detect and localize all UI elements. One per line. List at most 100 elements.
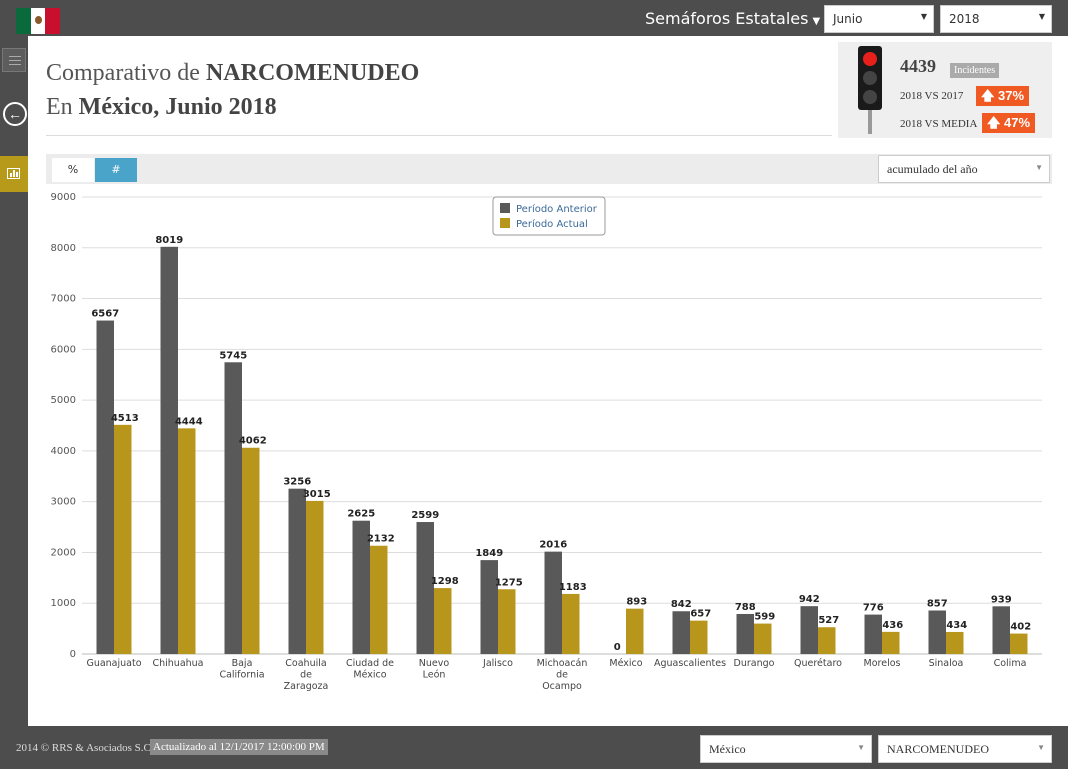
data-label: 434 <box>946 620 967 631</box>
legend-swatch <box>500 218 510 228</box>
data-label: 599 <box>754 612 775 623</box>
y-tick-label: 6000 <box>51 344 76 355</box>
x-tick-label: Ciudad de <box>346 658 394 669</box>
crime-value: NARCOMENUDEO <box>887 742 989 756</box>
bar <box>562 593 580 654</box>
data-label: 8019 <box>155 235 183 246</box>
legend-label: Período Actual <box>516 218 588 230</box>
top-bar: Semáforos Estatales ▼ Junio ▼ 2018 ▼ <box>0 0 1068 36</box>
y-tick-label: 2000 <box>51 547 76 558</box>
chevron-down-icon: ▼ <box>1038 12 1045 21</box>
chevron-down-icon: ▼ <box>920 12 927 21</box>
hamburger-menu-icon[interactable] <box>2 48 26 72</box>
incident-badge: Incidentes <box>950 63 1000 78</box>
data-label: 3015 <box>303 489 331 500</box>
y-tick-label: 5000 <box>51 395 76 406</box>
mexico-flag-icon <box>16 8 61 34</box>
y-tick-label: 4000 <box>51 446 76 457</box>
compare-2017-badge: 🡅 37% <box>976 86 1030 106</box>
bar <box>178 428 196 654</box>
data-label: 939 <box>991 594 1012 605</box>
legend-swatch <box>500 203 510 213</box>
bar <box>114 424 132 654</box>
data-label: 4444 <box>175 416 203 427</box>
month-select[interactable]: Junio ▼ <box>824 5 934 33</box>
x-tick-label: Aguascalientes <box>654 658 726 669</box>
data-label: 2016 <box>539 540 567 551</box>
bar <box>992 606 1010 654</box>
bar <box>1010 633 1028 654</box>
x-tick-label: México <box>609 658 642 669</box>
data-label: 3256 <box>283 477 311 488</box>
y-tick-label: 7000 <box>51 294 76 305</box>
incident-count: 4439 <box>900 56 936 76</box>
data-label: 857 <box>927 598 948 609</box>
bar-chart-icon <box>7 168 20 179</box>
chevron-down-icon: ▼ <box>857 743 865 752</box>
back-arrow-icon[interactable]: ← <box>3 102 27 126</box>
semaforo-panel: 4439 Incidentes 2018 VS 2017 🡅 37% 2018 … <box>838 42 1052 138</box>
x-tick-label: Michoacán <box>537 658 588 669</box>
bar <box>946 631 964 654</box>
traffic-light-pole <box>868 110 872 134</box>
x-tick-label: Jalisco <box>482 658 513 669</box>
copyright-text: 2014 © RRS & Asociados S.C. <box>16 742 154 754</box>
count-toggle-button[interactable]: # <box>95 158 137 182</box>
bar <box>416 522 434 654</box>
data-label: 2599 <box>411 510 439 521</box>
nav-menu-label: Semáforos Estatales <box>645 9 809 28</box>
y-tick-label: 0 <box>70 649 76 660</box>
bar <box>754 623 772 654</box>
year-value: 2018 <box>949 12 980 26</box>
bar <box>626 608 644 654</box>
title-crime: NARCOMENUDEO <box>205 60 420 86</box>
x-tick-label: Baja <box>232 658 253 669</box>
data-label: 942 <box>799 594 820 605</box>
x-tick-label: Zaragoza <box>284 681 329 692</box>
x-tick-label: Durango <box>734 658 775 669</box>
bar <box>690 620 708 654</box>
data-label: 893 <box>626 597 647 608</box>
page-title: Comparativo de NARCOMENUDEO En México, J… <box>46 56 419 124</box>
bar <box>882 631 900 654</box>
title-line2-prefix: En <box>46 94 79 120</box>
data-label: 2625 <box>347 509 375 520</box>
range-select[interactable]: acumulado del año ▼ <box>878 155 1050 183</box>
title-divider <box>46 135 832 136</box>
data-label: 0 <box>614 642 621 653</box>
traffic-light-icon <box>858 46 882 110</box>
year-select[interactable]: 2018 ▼ <box>940 5 1052 33</box>
state-value: México <box>709 742 746 756</box>
bar <box>160 246 178 655</box>
x-tick-label: México <box>353 670 386 681</box>
bar <box>928 610 946 654</box>
percent-toggle-button[interactable]: % <box>52 158 94 182</box>
data-label: 402 <box>1010 622 1031 633</box>
bar <box>672 611 690 654</box>
chevron-down-icon: ▼ <box>1035 163 1043 172</box>
y-tick-label: 8000 <box>51 243 76 254</box>
data-label: 2132 <box>367 534 395 545</box>
bar <box>352 520 370 654</box>
arrow-up-icon: 🡅 <box>981 88 995 103</box>
bar <box>96 320 114 654</box>
range-value: acumulado del año <box>887 162 978 176</box>
data-label: 776 <box>863 603 884 614</box>
y-tick-label: 9000 <box>51 192 76 203</box>
bar <box>242 447 260 654</box>
x-tick-label: Querétaro <box>794 658 842 669</box>
nav-menu-semaforos[interactable]: Semáforos Estatales ▼ <box>645 9 820 28</box>
title-line1-prefix: Comparativo de <box>46 60 206 86</box>
caret-down-icon: ▼ <box>812 16 821 27</box>
compare-media-badge: 🡅 47% <box>982 113 1036 133</box>
bar-chart: 0 1000 2000 3000 4000 5000 6000 7000 8000 9000 656… <box>51 192 1042 692</box>
crime-select[interactable]: NARCOMENUDEO ▼ <box>878 735 1052 763</box>
state-select[interactable]: México ▼ <box>700 735 872 763</box>
bar-chart-nav-button[interactable] <box>0 156 28 192</box>
bar <box>498 589 516 654</box>
month-value: Junio <box>833 12 863 26</box>
bar <box>800 606 818 654</box>
data-label: 1849 <box>475 548 503 559</box>
data-label: 4062 <box>239 436 267 447</box>
chevron-down-icon: ▼ <box>1037 743 1045 752</box>
